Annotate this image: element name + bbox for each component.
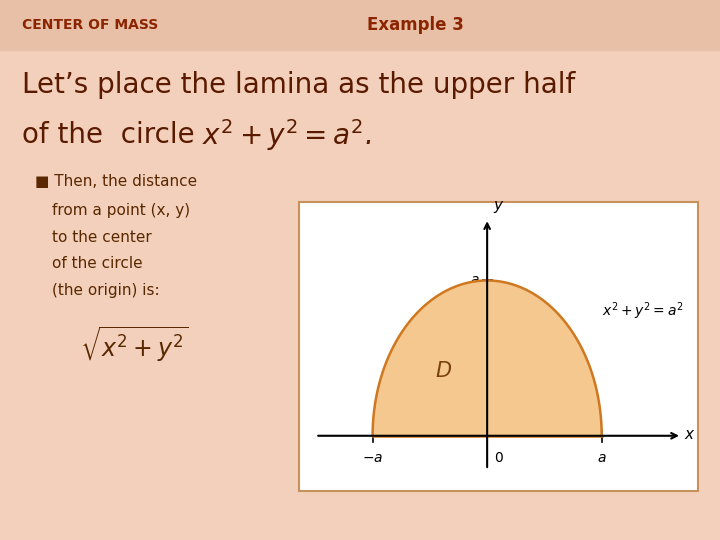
Bar	[299, 202, 698, 491]
Text: $0$: $0$	[494, 451, 504, 465]
Text: (the origin) is:: (the origin) is:	[52, 284, 160, 299]
Polygon shape	[373, 280, 602, 436]
Text: $\sqrt{x^2 + y^2}$: $\sqrt{x^2 + y^2}$	[80, 325, 189, 365]
Text: $a$: $a$	[597, 451, 606, 465]
Text: of the circle: of the circle	[52, 256, 143, 272]
Text: $a$: $a$	[469, 273, 479, 287]
Text: CENTER OF MASS: CENTER OF MASS	[22, 18, 158, 32]
Text: Let’s place the lamina as the upper half: Let’s place the lamina as the upper half	[22, 71, 575, 99]
Text: ■ Then, the distance: ■ Then, the distance	[35, 174, 197, 190]
Text: $D$: $D$	[435, 361, 452, 381]
Text: of the  circle: of the circle	[22, 121, 204, 149]
Text: $y$: $y$	[493, 199, 505, 215]
Text: $x$: $x$	[684, 427, 696, 442]
Text: to the center: to the center	[52, 230, 152, 245]
Bar	[0, 0, 720, 50]
Text: $x^2 + y^2 = a^2$.: $x^2 + y^2 = a^2$.	[202, 117, 372, 153]
Text: from a point (x, y): from a point (x, y)	[52, 202, 190, 218]
Text: $-a$: $-a$	[362, 451, 383, 465]
Text: $x^2 + y^2 = a^2$: $x^2 + y^2 = a^2$	[602, 301, 683, 322]
Text: Example 3: Example 3	[366, 16, 464, 34]
